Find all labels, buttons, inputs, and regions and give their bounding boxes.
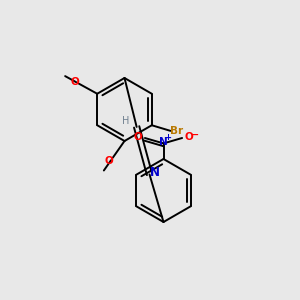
Text: N: N [150,166,160,178]
Text: Br: Br [170,126,184,136]
Text: O: O [70,77,79,87]
Text: H: H [122,116,130,127]
Text: O: O [134,132,143,142]
Text: −: − [190,130,199,140]
Text: N: N [159,137,168,147]
Text: +: + [164,134,171,142]
Text: O: O [184,132,193,142]
Text: O: O [105,156,114,166]
